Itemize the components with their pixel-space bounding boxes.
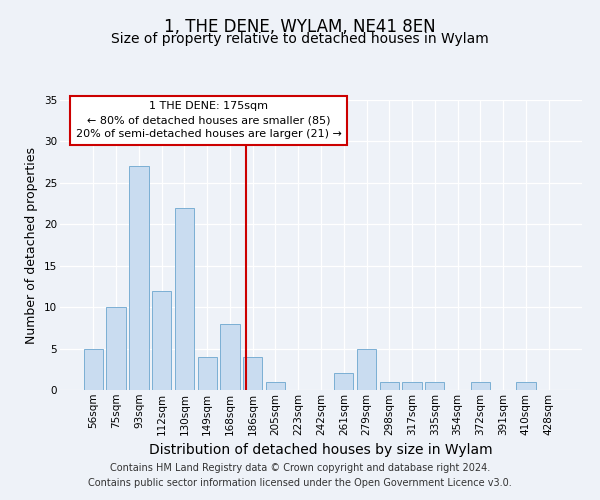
Bar	[243, 357, 262, 390]
Bar	[197, 357, 217, 390]
Text: Contains HM Land Registry data © Crown copyright and database right 2024.
Contai: Contains HM Land Registry data © Crown c…	[88, 462, 512, 487]
Bar	[403, 382, 422, 390]
Bar	[470, 382, 490, 390]
Bar	[380, 382, 399, 390]
Bar	[334, 374, 353, 390]
Bar	[175, 208, 194, 390]
Text: Size of property relative to detached houses in Wylam: Size of property relative to detached ho…	[111, 32, 489, 46]
Bar	[357, 348, 376, 390]
Bar	[425, 382, 445, 390]
Bar	[266, 382, 285, 390]
Bar	[84, 348, 103, 390]
Bar	[220, 324, 239, 390]
Bar	[106, 307, 126, 390]
Text: 1, THE DENE, WYLAM, NE41 8EN: 1, THE DENE, WYLAM, NE41 8EN	[164, 18, 436, 36]
Y-axis label: Number of detached properties: Number of detached properties	[25, 146, 38, 344]
Bar	[152, 290, 172, 390]
Bar	[516, 382, 536, 390]
Text: 1 THE DENE: 175sqm
← 80% of detached houses are smaller (85)
20% of semi-detache: 1 THE DENE: 175sqm ← 80% of detached hou…	[76, 102, 342, 140]
Bar	[129, 166, 149, 390]
X-axis label: Distribution of detached houses by size in Wylam: Distribution of detached houses by size …	[149, 443, 493, 457]
